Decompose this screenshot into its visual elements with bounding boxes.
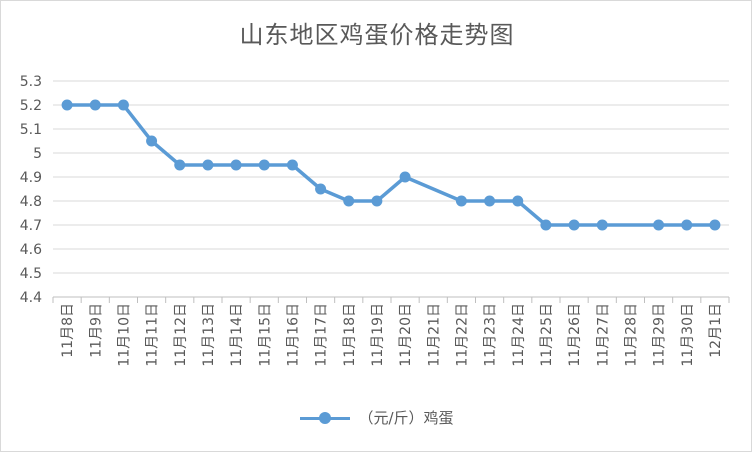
data-point bbox=[371, 195, 383, 207]
y-tick-label: 5 bbox=[33, 146, 42, 162]
x-tick-label: 11月12日 bbox=[173, 303, 189, 367]
data-point bbox=[174, 159, 186, 171]
legend: （元/斤）鸡蛋 bbox=[1, 407, 752, 428]
y-tick-label: 4.4 bbox=[20, 290, 42, 306]
x-tick-label: 11月24日 bbox=[511, 303, 527, 367]
x-tick-label: 11月21日 bbox=[426, 303, 442, 367]
chart-title: 山东地区鸡蛋价格走势图 bbox=[239, 21, 515, 49]
x-tick-label: 11月14日 bbox=[229, 303, 245, 367]
y-tick-label: 5.2 bbox=[20, 98, 42, 114]
x-tick-label: 11月30日 bbox=[680, 303, 696, 367]
data-point bbox=[681, 219, 693, 231]
data-point bbox=[484, 195, 496, 207]
data-point bbox=[399, 171, 411, 183]
x-tick-label: 11月22日 bbox=[454, 303, 470, 367]
data-point bbox=[315, 183, 327, 195]
x-tick-label: 11月10日 bbox=[116, 303, 132, 367]
data-point bbox=[146, 135, 158, 147]
x-tick-label: 11月15日 bbox=[257, 303, 273, 367]
y-tick-label: 4.6 bbox=[20, 242, 42, 258]
x-tick-label: 11月9日 bbox=[88, 303, 104, 358]
data-point bbox=[540, 219, 552, 231]
data-point bbox=[568, 219, 580, 231]
data-point bbox=[89, 99, 101, 111]
y-axis: 4.4 4.5 4.6 4.7 4.8 4.9 5 5.1 5.2 5.3 bbox=[20, 74, 42, 306]
x-tick-label: 11月11日 bbox=[145, 303, 161, 367]
series-layer bbox=[61, 99, 721, 231]
x-tick-label: 11月8日 bbox=[60, 303, 76, 358]
data-point bbox=[653, 219, 665, 231]
x-tick-label: 11月25日 bbox=[539, 303, 555, 367]
x-tick-label: 11月17日 bbox=[314, 303, 330, 367]
data-point bbox=[258, 159, 270, 171]
x-tick-label: 11月26日 bbox=[567, 303, 583, 367]
series-line bbox=[67, 103, 715, 227]
data-point bbox=[117, 99, 129, 111]
y-tick-label: 4.5 bbox=[20, 266, 42, 282]
y-tick-label: 5.3 bbox=[20, 74, 42, 90]
x-axis: 11月8日 11月9日 11月10日 11月11日 11月12日 11月13日 11月14日… bbox=[52, 296, 730, 367]
x-tick-label: 11月29日 bbox=[652, 303, 668, 367]
y-tick-label: 4.8 bbox=[20, 194, 42, 210]
data-point bbox=[230, 159, 242, 171]
x-tick-label: 11月18日 bbox=[342, 303, 358, 367]
data-point bbox=[512, 195, 524, 207]
x-tick-label: 11月27日 bbox=[595, 303, 611, 367]
grid-lines bbox=[53, 80, 729, 274]
legend-swatch bbox=[300, 410, 351, 426]
data-point bbox=[455, 195, 467, 207]
legend-label: （元/斤）鸡蛋 bbox=[358, 409, 454, 427]
x-tick-label: 11月20日 bbox=[398, 303, 414, 367]
x-tick-label: 11月19日 bbox=[370, 303, 386, 367]
data-point bbox=[709, 219, 721, 231]
x-tick-label: 12月1日 bbox=[708, 303, 724, 358]
y-tick-label: 4.7 bbox=[20, 218, 42, 234]
data-point bbox=[596, 219, 608, 231]
x-tick-label: 11月23日 bbox=[483, 303, 499, 367]
data-point bbox=[61, 99, 73, 111]
data-point bbox=[343, 195, 355, 207]
x-tick-label: 11月28日 bbox=[623, 303, 639, 367]
y-tick-label: 4.9 bbox=[20, 170, 42, 186]
data-point bbox=[202, 159, 214, 171]
data-point bbox=[286, 159, 298, 171]
x-tick-label: 11月13日 bbox=[201, 303, 217, 367]
x-tick-label: 11月16日 bbox=[285, 303, 301, 367]
y-tick-label: 5.1 bbox=[20, 122, 42, 138]
